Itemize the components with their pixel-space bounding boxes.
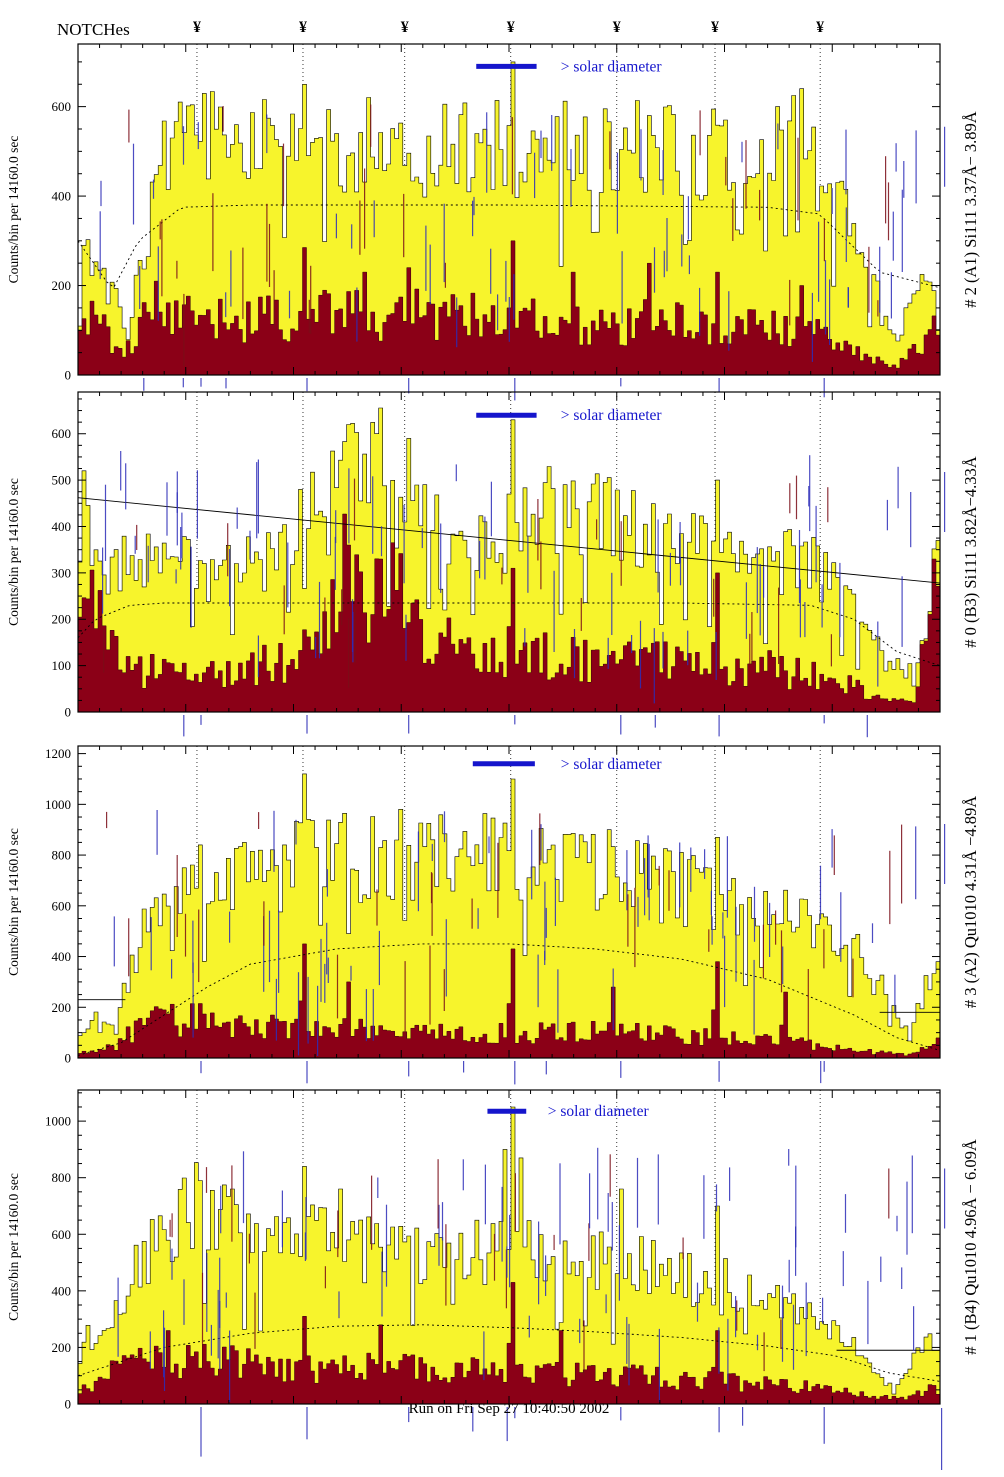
y-axis-title: Counts/bin per 14160.0 sec	[6, 1173, 21, 1321]
notch-symbol: ¥	[298, 19, 307, 36]
background-curve	[77, 1324, 941, 1382]
y-tick-label: 200	[52, 1340, 72, 1355]
notch-symbol: ¥	[506, 19, 515, 36]
y-tick-label: 400	[52, 949, 72, 964]
y-tick-label: 600	[52, 426, 72, 441]
axes: 0 200 400 600	[52, 43, 941, 383]
notch-symbol: ¥	[612, 19, 621, 36]
background-curve	[77, 602, 941, 667]
axes: 0 200 400 600 800 1000	[45, 1089, 941, 1412]
y-tick-label: 0	[65, 368, 72, 383]
panel-1: 0 100 200 300 400 500 600 Counts/bin per 14160.…	[6, 391, 980, 738]
y-tick-label: 1000	[45, 797, 71, 812]
axes: 0 100 200 300 400 500 600	[52, 391, 941, 720]
yellow-histogram	[77, 61, 941, 376]
y-tick-label: 1200	[45, 746, 71, 761]
solar-diameter-label: > solar diameter	[561, 407, 663, 424]
y-tick-label: 600	[52, 1227, 72, 1242]
solar-diameter-label: > solar diameter	[561, 58, 663, 75]
panel-title-right: # 2 (A1) Si111 3.37Å− 3.89Å	[961, 111, 980, 308]
y-tick-label: 400	[52, 189, 72, 204]
y-tick-label: 200	[52, 612, 72, 627]
y-tick-label: 0	[65, 705, 72, 720]
axes: 0 200 400 600 800 1000 1200	[45, 745, 941, 1066]
notch-symbol: ¥	[192, 19, 201, 36]
y-tick-label: 200	[52, 278, 72, 293]
y-tick-label: 500	[52, 473, 72, 488]
line-id-annotations	[99, 104, 946, 401]
y-tick-label: 400	[52, 519, 72, 534]
panel-2: 0 200 400 600 800 1000 1200 Counts/bin per 1416…	[6, 745, 980, 1085]
background-curve	[77, 204, 941, 289]
line-id-annotations	[102, 451, 946, 738]
line-id-annotations	[117, 1147, 946, 1470]
y-tick-label: 800	[52, 848, 72, 863]
solar-diameter-label: > solar diameter	[548, 1103, 650, 1120]
notch-symbol: ¥	[711, 19, 720, 36]
y-tick-label: 0	[65, 1397, 72, 1412]
y-tick-label: 600	[52, 99, 72, 114]
background-curve	[77, 943, 941, 1056]
y-axis-title: Counts/bin per 14160.0 sec	[6, 136, 21, 284]
notches-label: NOTCHes	[57, 20, 130, 39]
red-histogram	[77, 513, 941, 713]
y-tick-label: 0	[65, 1051, 72, 1066]
panel-0: 0 200 400 600 Counts/bin per 14160.0 sec # 2 …	[6, 43, 980, 401]
y-tick-label: 400	[52, 1283, 72, 1298]
panel-title-right: # 3 (A2) Qu1010 4.31Å −4.89Å	[961, 796, 980, 1008]
y-tick-label: 300	[52, 565, 72, 580]
y-tick-label: 800	[52, 1170, 72, 1185]
notch-symbol: ¥	[816, 19, 825, 36]
reference-line	[77, 497, 941, 584]
y-tick-label: 1000	[45, 1114, 71, 1129]
run-timestamp: Run on Fri Sep 27 10:40:50 2002	[408, 1401, 610, 1417]
red-histogram	[77, 1282, 941, 1405]
red-histogram	[77, 943, 941, 1059]
line-id-annotations	[106, 810, 946, 1085]
notch-symbol: ¥	[400, 19, 409, 36]
y-tick-label: 600	[52, 898, 72, 913]
y-axis-title: Counts/bin per 14160.0 sec	[6, 828, 21, 976]
solar-diameter-label: > solar diameter	[561, 756, 663, 773]
y-tick-label: 100	[52, 658, 72, 673]
y-axis-title: Counts/bin per 14160.0 sec	[6, 478, 21, 626]
y-tick-label: 200	[52, 1000, 72, 1015]
panel-title-right: # 0 (B3) Si111 3.82Å−4.33Å	[961, 456, 980, 648]
panel-title-right: # 1 (B4) Qu1010 4.96Å − 6.09Å	[961, 1139, 980, 1355]
panel-3: 0 200 400 600 800 1000 Counts/bin per 14160.0 …	[6, 1089, 980, 1470]
